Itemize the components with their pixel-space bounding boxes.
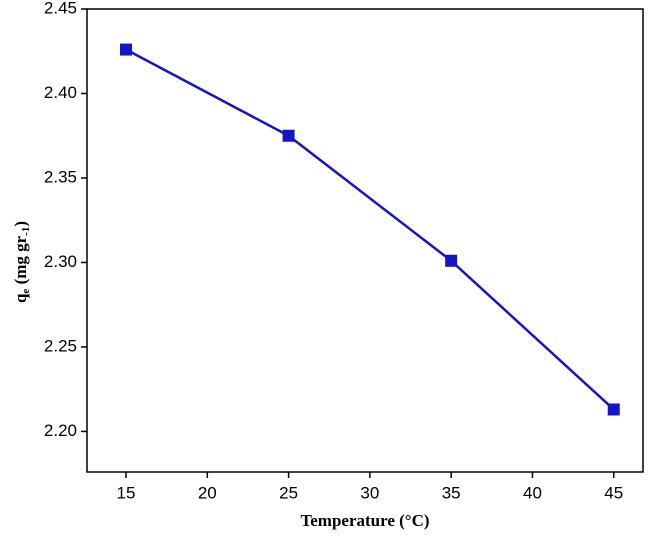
plot-frame <box>86 8 644 473</box>
marker <box>282 129 295 142</box>
y-tick-label: 2.20 <box>44 421 77 440</box>
marker <box>607 403 620 416</box>
y-axis-label: qe (mg gr-1) <box>11 221 32 303</box>
y-tick-label: 2.45 <box>44 0 77 17</box>
x-tick-label: 30 <box>360 483 379 502</box>
x-tick-label: 45 <box>604 483 623 502</box>
x-tick-label: 20 <box>198 483 217 502</box>
y-tick-label: 2.40 <box>44 83 77 102</box>
x-tick-label: 35 <box>442 483 461 502</box>
series-line <box>125 48 615 411</box>
y-tick-label: 2.35 <box>44 167 77 186</box>
x-tick-label: 25 <box>279 483 298 502</box>
marker <box>445 254 458 267</box>
x-tick-label: 15 <box>117 483 136 502</box>
y-tick-label: 2.25 <box>44 336 77 355</box>
x-axis-label: Temperature (°C) <box>300 511 429 530</box>
x-tick-label: 40 <box>523 483 542 502</box>
y-tick-label: 2.30 <box>44 252 77 271</box>
marker <box>120 43 133 56</box>
